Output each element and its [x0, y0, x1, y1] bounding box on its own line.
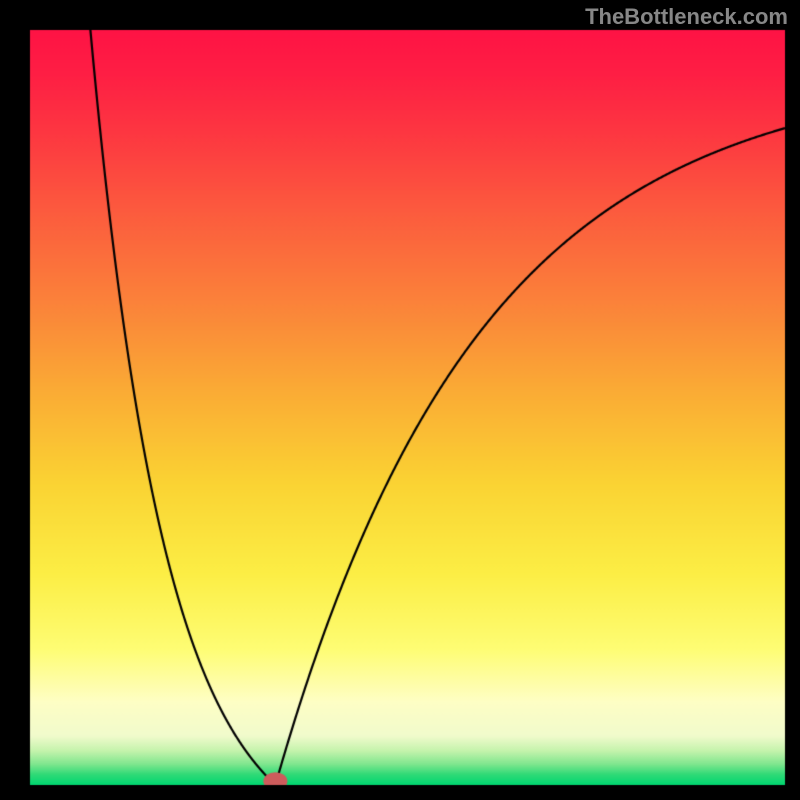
bottleneck-chart: [0, 0, 800, 800]
watermark-text: TheBottleneck.com: [585, 4, 788, 30]
